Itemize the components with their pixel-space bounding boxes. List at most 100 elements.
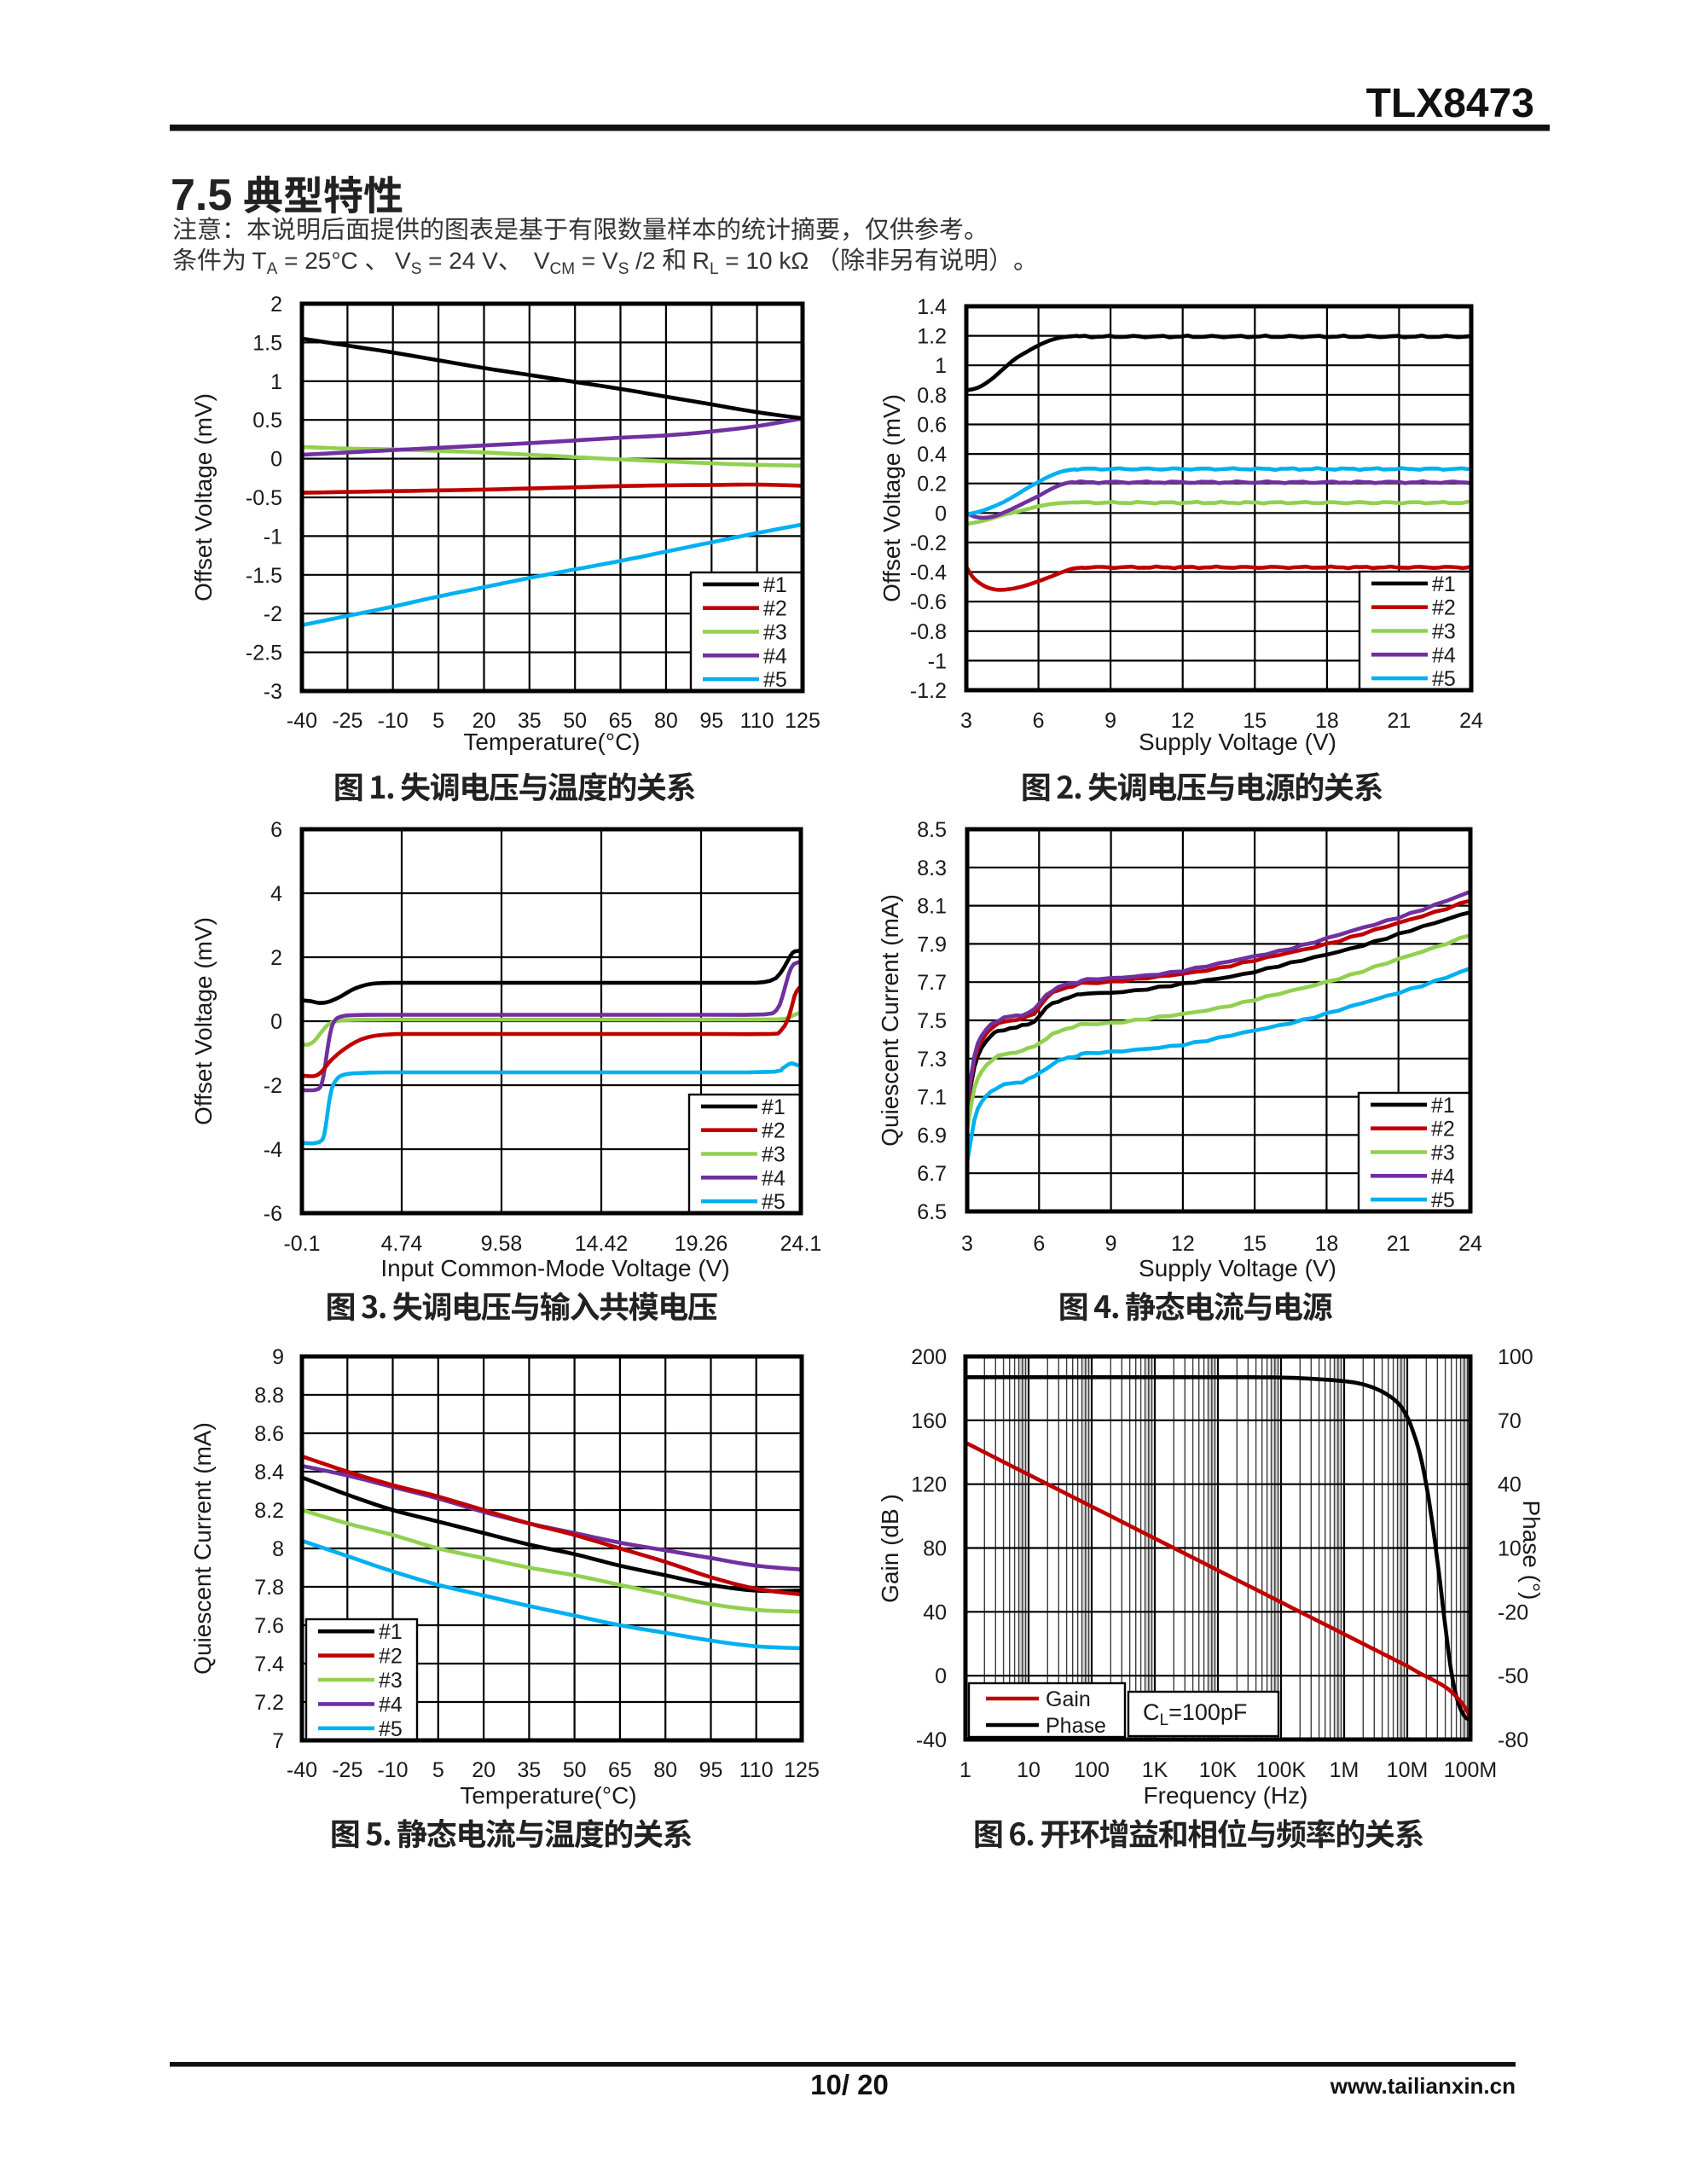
svg-text:-2: -2 — [264, 1074, 282, 1098]
svg-text:0: 0 — [270, 1010, 282, 1034]
svg-text:TLX8473: TLX8473 — [1366, 81, 1534, 126]
svg-text:7.9: 7.9 — [917, 932, 947, 956]
svg-text:7.8: 7.8 — [254, 1576, 284, 1600]
svg-text:125: 125 — [785, 709, 820, 733]
svg-text:95: 95 — [699, 709, 723, 733]
svg-text:9.58: 9.58 — [481, 1232, 523, 1256]
svg-text:V: V — [395, 247, 411, 274]
svg-text:0.5: 0.5 — [252, 409, 282, 433]
svg-text:10: 10 — [1017, 1758, 1041, 1782]
svg-text:6: 6 — [1033, 709, 1045, 733]
svg-text:5: 5 — [432, 1758, 444, 1782]
svg-text:#3: #3 — [379, 1669, 403, 1693]
svg-text:Supply Voltage (V): Supply Voltage (V) — [1139, 729, 1336, 755]
svg-text:#1: #1 — [1431, 1094, 1455, 1118]
svg-text:#3: #3 — [762, 1143, 786, 1167]
svg-text:Gain (dB ): Gain (dB ) — [877, 1494, 903, 1603]
svg-text:CM: CM — [550, 260, 576, 278]
svg-text:www.tailianxin.cn: www.tailianxin.cn — [1330, 2073, 1516, 2099]
svg-text:= V: = V — [575, 247, 618, 274]
svg-text:-0.1: -0.1 — [283, 1232, 320, 1256]
svg-text:19.26: 19.26 — [675, 1232, 728, 1256]
svg-text:20: 20 — [472, 1758, 496, 1782]
svg-text:T: T — [252, 247, 267, 274]
svg-text:S: S — [411, 260, 422, 278]
svg-text:35: 35 — [518, 709, 542, 733]
svg-text:-1: -1 — [264, 525, 282, 549]
svg-text:#2: #2 — [1431, 1118, 1455, 1141]
svg-text:4: 4 — [270, 882, 282, 906]
svg-text:7.5: 7.5 — [171, 171, 232, 220]
svg-text:1.4: 1.4 — [917, 295, 947, 319]
svg-text:160: 160 — [911, 1409, 947, 1433]
svg-text:125: 125 — [784, 1758, 820, 1782]
svg-text:12: 12 — [1171, 1232, 1195, 1256]
svg-text:#3: #3 — [763, 621, 787, 645]
svg-text:7.7: 7.7 — [917, 971, 947, 995]
svg-text:6: 6 — [270, 818, 282, 842]
svg-text:V: V — [534, 247, 550, 274]
svg-text:-10: -10 — [377, 1758, 408, 1782]
svg-text:Gain: Gain — [1046, 1687, 1091, 1711]
svg-text:50: 50 — [563, 1758, 587, 1782]
svg-text:8.5: 8.5 — [917, 818, 947, 842]
svg-text:=100pF: =100pF — [1168, 1699, 1247, 1725]
svg-text:= 10 kΩ: = 10 kΩ — [719, 247, 816, 274]
svg-text:Temperature(°C): Temperature(°C) — [463, 729, 640, 755]
svg-text:2: 2 — [270, 946, 282, 970]
svg-text:L: L — [710, 260, 719, 278]
svg-text:1.5: 1.5 — [252, 331, 282, 355]
svg-text:-1: -1 — [928, 649, 947, 673]
svg-text:Phase (°): Phase (°) — [1518, 1500, 1545, 1600]
svg-text:100M: 100M — [1444, 1758, 1498, 1782]
svg-text:#1: #1 — [762, 1095, 786, 1119]
svg-text:4.74: 4.74 — [381, 1232, 423, 1256]
svg-text:-40: -40 — [916, 1728, 947, 1752]
svg-text:7: 7 — [272, 1729, 284, 1753]
svg-text:Offset Voltage (mV): Offset Voltage (mV) — [190, 393, 217, 601]
svg-text:110: 110 — [739, 1758, 774, 1782]
svg-text:#3: #3 — [1431, 1141, 1455, 1165]
svg-text:#2: #2 — [1432, 596, 1456, 620]
svg-text:Frequency (Hz): Frequency (Hz) — [1144, 1782, 1308, 1809]
svg-text:80: 80 — [923, 1537, 947, 1561]
svg-text:-20: -20 — [1498, 1600, 1528, 1624]
svg-text:10/ 20: 10/ 20 — [810, 2069, 889, 2100]
svg-text:1: 1 — [935, 354, 947, 378]
svg-text:#4: #4 — [1432, 643, 1456, 667]
svg-text:-0.2: -0.2 — [910, 531, 947, 555]
svg-text:-2: -2 — [264, 602, 282, 626]
svg-text:-0.4: -0.4 — [910, 561, 947, 585]
svg-text:15: 15 — [1243, 1232, 1267, 1256]
svg-text:100K: 100K — [1256, 1758, 1307, 1782]
svg-text:7.1: 7.1 — [917, 1086, 947, 1110]
svg-text:0: 0 — [935, 502, 947, 526]
svg-text:18: 18 — [1314, 1232, 1338, 1256]
svg-text:8.4: 8.4 — [254, 1461, 284, 1484]
svg-text:Quiescent Current (mA): Quiescent Current (mA) — [877, 894, 903, 1147]
svg-text:6.5: 6.5 — [917, 1200, 947, 1224]
svg-text:#5: #5 — [1431, 1188, 1455, 1212]
svg-text:= 24 V: = 24 V — [421, 247, 498, 274]
svg-text:8.6: 8.6 — [254, 1422, 284, 1446]
svg-text:50: 50 — [563, 709, 587, 733]
svg-text:70: 70 — [1498, 1409, 1522, 1433]
svg-text:15: 15 — [1243, 709, 1267, 733]
svg-text:0.8: 0.8 — [917, 384, 947, 408]
svg-text:#5: #5 — [1432, 667, 1456, 691]
svg-text:-1.5: -1.5 — [246, 564, 282, 588]
svg-text:10M: 10M — [1387, 1758, 1429, 1782]
svg-text:-50: -50 — [1498, 1664, 1528, 1688]
svg-text:1K: 1K — [1142, 1758, 1168, 1782]
svg-text:/2: /2 — [629, 247, 662, 274]
svg-text:#4: #4 — [762, 1166, 786, 1190]
svg-text:9: 9 — [1105, 1232, 1117, 1256]
svg-text:-10: -10 — [378, 709, 409, 733]
svg-text:6.9: 6.9 — [917, 1124, 947, 1147]
svg-text:-40: -40 — [287, 1758, 317, 1782]
svg-text:95: 95 — [699, 1758, 723, 1782]
svg-text:120: 120 — [911, 1473, 947, 1497]
svg-text:65: 65 — [609, 709, 633, 733]
svg-text:14.42: 14.42 — [575, 1232, 629, 1256]
svg-text:3: 3 — [961, 1232, 973, 1256]
